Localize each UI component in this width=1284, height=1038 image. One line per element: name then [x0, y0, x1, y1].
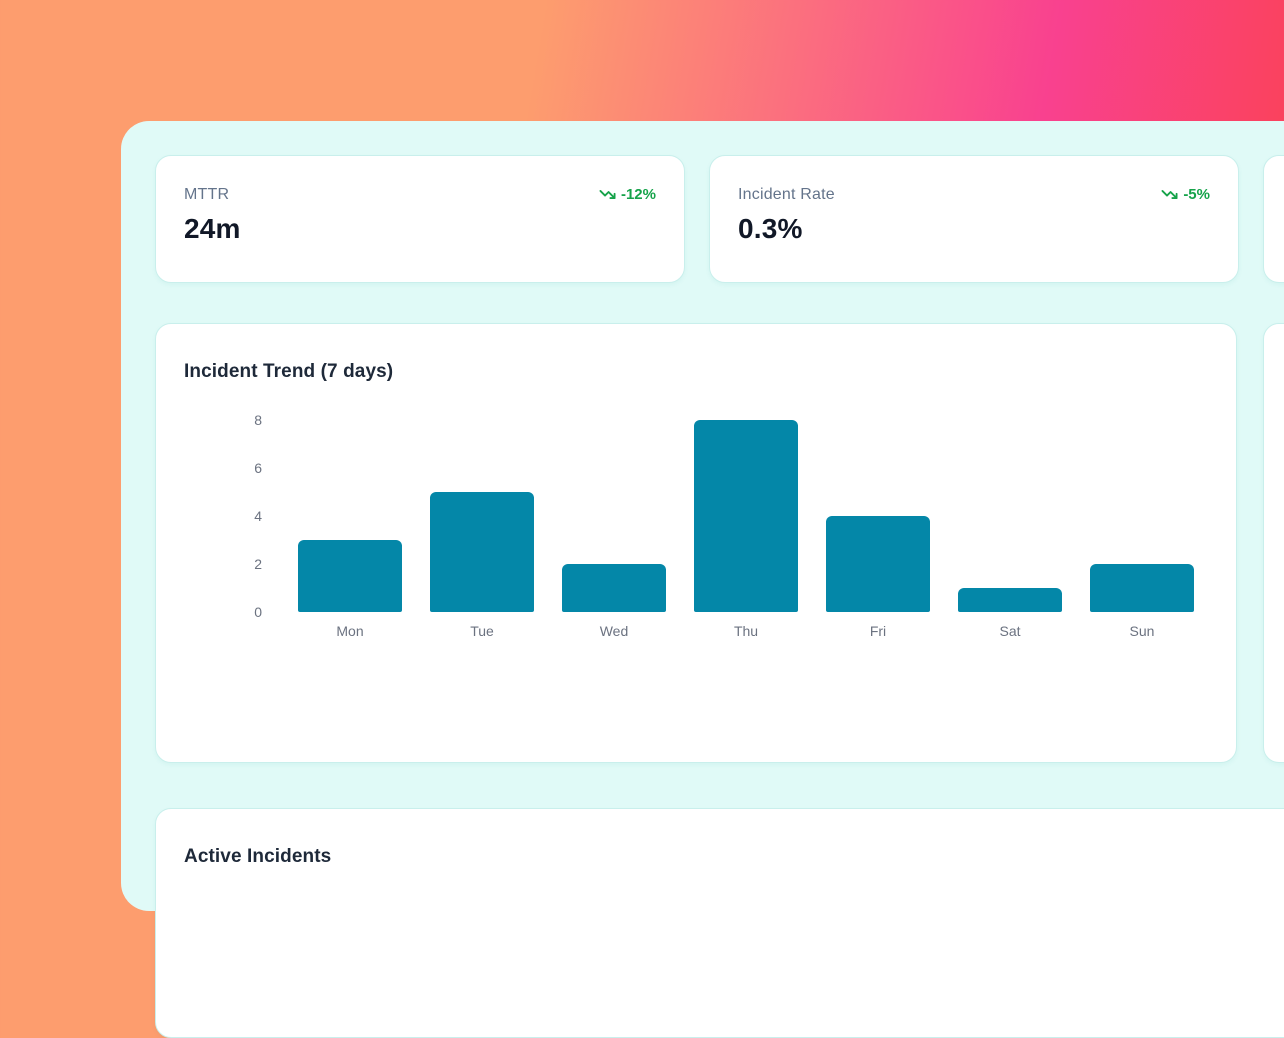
- x-axis-label-mon: Mon: [336, 623, 364, 639]
- trend-value: -12%: [620, 186, 656, 203]
- trending-down-icon: [599, 186, 616, 203]
- kpi-value: 24m: [184, 213, 241, 244]
- trending-down-icon: [1161, 186, 1178, 203]
- y-axis-tick: 6: [254, 460, 262, 476]
- chart-bar-thu: [694, 420, 798, 612]
- section-title: Active Incidents: [184, 846, 332, 867]
- x-axis-label-fri: Fri: [869, 623, 887, 639]
- kpi-header: Incident Rate -5%: [738, 186, 1210, 204]
- y-axis-tick: 8: [254, 412, 262, 428]
- x-axis-label-wed: Wed: [599, 623, 629, 639]
- chart-bar-sun: [1090, 564, 1194, 612]
- x-axis-label-sat: Sat: [999, 623, 1021, 639]
- x-axis-label-thu: Thu: [733, 623, 759, 639]
- kpi-header: MTTR -12%: [184, 186, 656, 204]
- incident-trend-card: Incident Trend (7 days) 0 2 4 6 8 Mon Tue Wed Th…: [155, 323, 1237, 763]
- trend-badge: -5%: [1161, 186, 1210, 203]
- active-incidents-card: Active Incidents: [155, 808, 1284, 1038]
- y-axis-tick: 2: [254, 556, 262, 572]
- kpi-value: 0.3%: [738, 213, 803, 244]
- trend-value: -5%: [1183, 186, 1210, 203]
- chart-title: Incident Trend (7 days): [184, 361, 394, 382]
- y-axis-tick: 4: [254, 508, 262, 524]
- trend-badge: -12%: [599, 186, 656, 203]
- chart-bar-mon: [298, 540, 402, 612]
- chart-card-cutoff: [1263, 323, 1284, 763]
- chart-bar-tue: [430, 492, 534, 612]
- x-axis-label-tue: Tue: [470, 623, 494, 639]
- y-axis-tick: 0: [254, 604, 262, 620]
- x-axis-label-sun: Sun: [1129, 623, 1155, 639]
- chart-bar-wed: [562, 564, 666, 612]
- chart-bar-sat: [958, 588, 1062, 612]
- kpi-label: MTTR: [184, 186, 230, 203]
- kpi-card-cutoff: [1263, 155, 1284, 283]
- dashboard-panel: MTTR -12% 24m Incident Rate: [121, 121, 1284, 1038]
- kpi-card-mttr: MTTR -12% 24m: [155, 155, 685, 283]
- kpi-label: Incident Rate: [738, 186, 835, 203]
- kpi-card-incident-rate: Incident Rate -5% 0.3%: [709, 155, 1239, 283]
- chart-bar-fri: [826, 516, 930, 612]
